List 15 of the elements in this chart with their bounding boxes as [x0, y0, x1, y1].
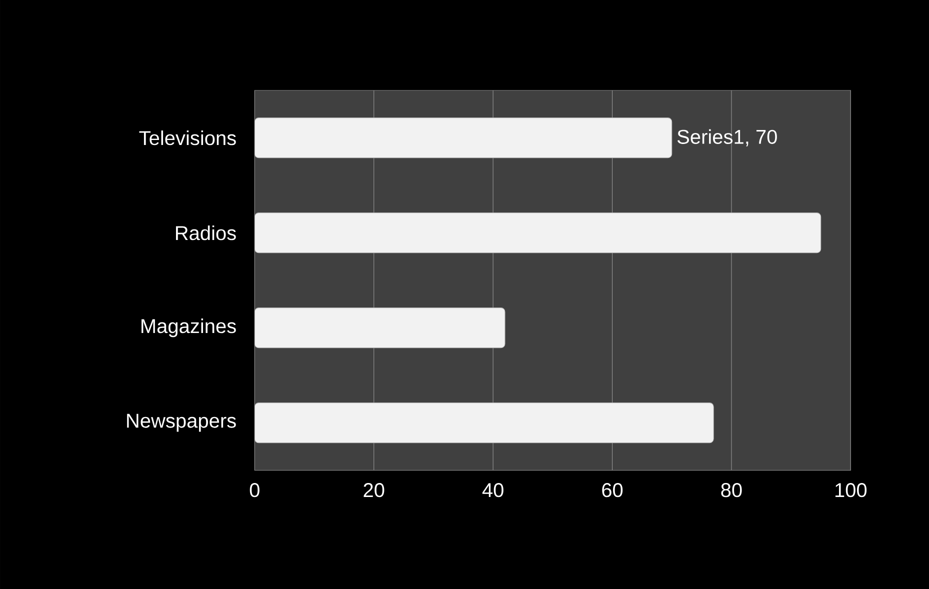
- y-tick-label: Televisions: [139, 130, 236, 146]
- bar: [254, 118, 672, 158]
- bar: [254, 308, 506, 348]
- x-tick-label: 100: [836, 483, 867, 498]
- y-tick-label: Magazines: [142, 318, 236, 338]
- y-tick-label: Newspapers: [127, 414, 236, 432]
- data-label: Series1, 70: [677, 129, 777, 146]
- x-tick-label: 20: [364, 483, 384, 498]
- bar: [254, 212, 822, 254]
- x-tick-label: 40: [482, 483, 504, 498]
- x-tick-label: 0: [250, 483, 260, 498]
- x-tick-label: 80: [721, 483, 742, 498]
- bar: [254, 402, 714, 444]
- x-tick-label: 60: [602, 483, 623, 498]
- y-tick-label: Radios: [176, 225, 236, 240]
